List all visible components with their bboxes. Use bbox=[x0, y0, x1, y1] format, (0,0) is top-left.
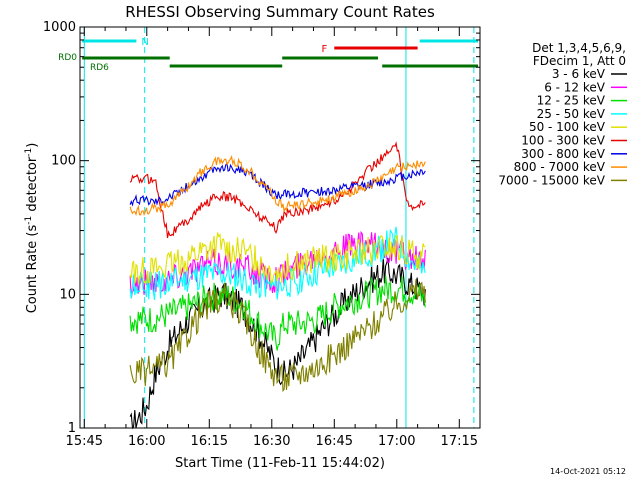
x-tick-label: 16:45 bbox=[316, 434, 353, 449]
y-tick-label: 100 bbox=[51, 154, 76, 169]
legend-entry-label: 25 - 50 keV bbox=[537, 107, 606, 121]
x-tick-label: 15:45 bbox=[66, 434, 103, 449]
plot-frame bbox=[79, 26, 481, 429]
y-tick-label: 1000 bbox=[43, 20, 76, 35]
x-axis-label: Start Time (11-Feb-11 15:44:02) bbox=[175, 456, 385, 471]
y-axis-label-exponent: -1 bbox=[24, 216, 34, 225]
x-tick-label: 16:15 bbox=[191, 434, 228, 449]
y-tick-label: 10 bbox=[59, 287, 76, 302]
legend-header: FDecim 1, Att 0 bbox=[533, 54, 626, 68]
legend-entry-label: 12 - 25 keV bbox=[537, 94, 606, 108]
series-line bbox=[129, 232, 426, 285]
legend-entry-label: 7000 - 15000 keV bbox=[498, 173, 605, 187]
series-line bbox=[129, 275, 426, 351]
observing-flags: N F RD0 RD6 bbox=[58, 37, 479, 73]
legend: Det 1,3,4,5,6,9,FDecim 1, Att 03 - 6 keV… bbox=[498, 41, 627, 187]
rd6-flag-label: RD6 bbox=[90, 63, 109, 73]
rd0-flag-label: RD0 bbox=[58, 53, 77, 63]
legend-entry-label: 100 - 300 keV bbox=[521, 134, 605, 148]
series-line bbox=[129, 155, 426, 217]
series-line bbox=[129, 279, 426, 393]
y-axis-label-exponent: -1 bbox=[24, 148, 34, 157]
legend-entry-label: 50 - 100 keV bbox=[529, 120, 606, 134]
series-lines bbox=[129, 141, 426, 430]
series-line bbox=[129, 257, 426, 430]
x-tick-label: 16:00 bbox=[128, 434, 165, 449]
legend-entry-label: 3 - 6 keV bbox=[552, 67, 606, 81]
chart-title: RHESSI Observing Summary Count Rates bbox=[125, 3, 435, 21]
series-line bbox=[129, 141, 426, 239]
legend-entry-label: 800 - 7000 keV bbox=[514, 160, 606, 174]
x-tick-label: 16:30 bbox=[253, 434, 290, 449]
y-tick-label: 1 bbox=[68, 421, 76, 436]
legend-entry-label: 300 - 800 keV bbox=[521, 147, 605, 161]
night-flag-label: N bbox=[141, 37, 148, 48]
x-tick-label: 17:00 bbox=[378, 434, 415, 449]
legend-entry-label: 6 - 12 keV bbox=[544, 80, 606, 94]
generation-timestamp: 14-Oct-2021 05:12 bbox=[550, 467, 626, 476]
legend-header: Det 1,3,4,5,6,9, bbox=[532, 41, 626, 55]
flare-flag-label: F bbox=[322, 44, 328, 55]
y-axis-label-part: ) bbox=[25, 143, 40, 148]
y-axis-label-part: detector bbox=[25, 156, 40, 216]
plot-axes: 1 10 100 1000 15:45 16:00 16:15 16:30 16:45 17:00… bbox=[43, 20, 481, 449]
y-axis-label-part: Count Rate (s bbox=[25, 225, 40, 314]
x-tick-label: 17:15 bbox=[441, 434, 478, 449]
y-axis-label: Count Rate (s-1 detector-1) bbox=[24, 143, 40, 314]
instrument-boundary-lines bbox=[83, 27, 475, 428]
